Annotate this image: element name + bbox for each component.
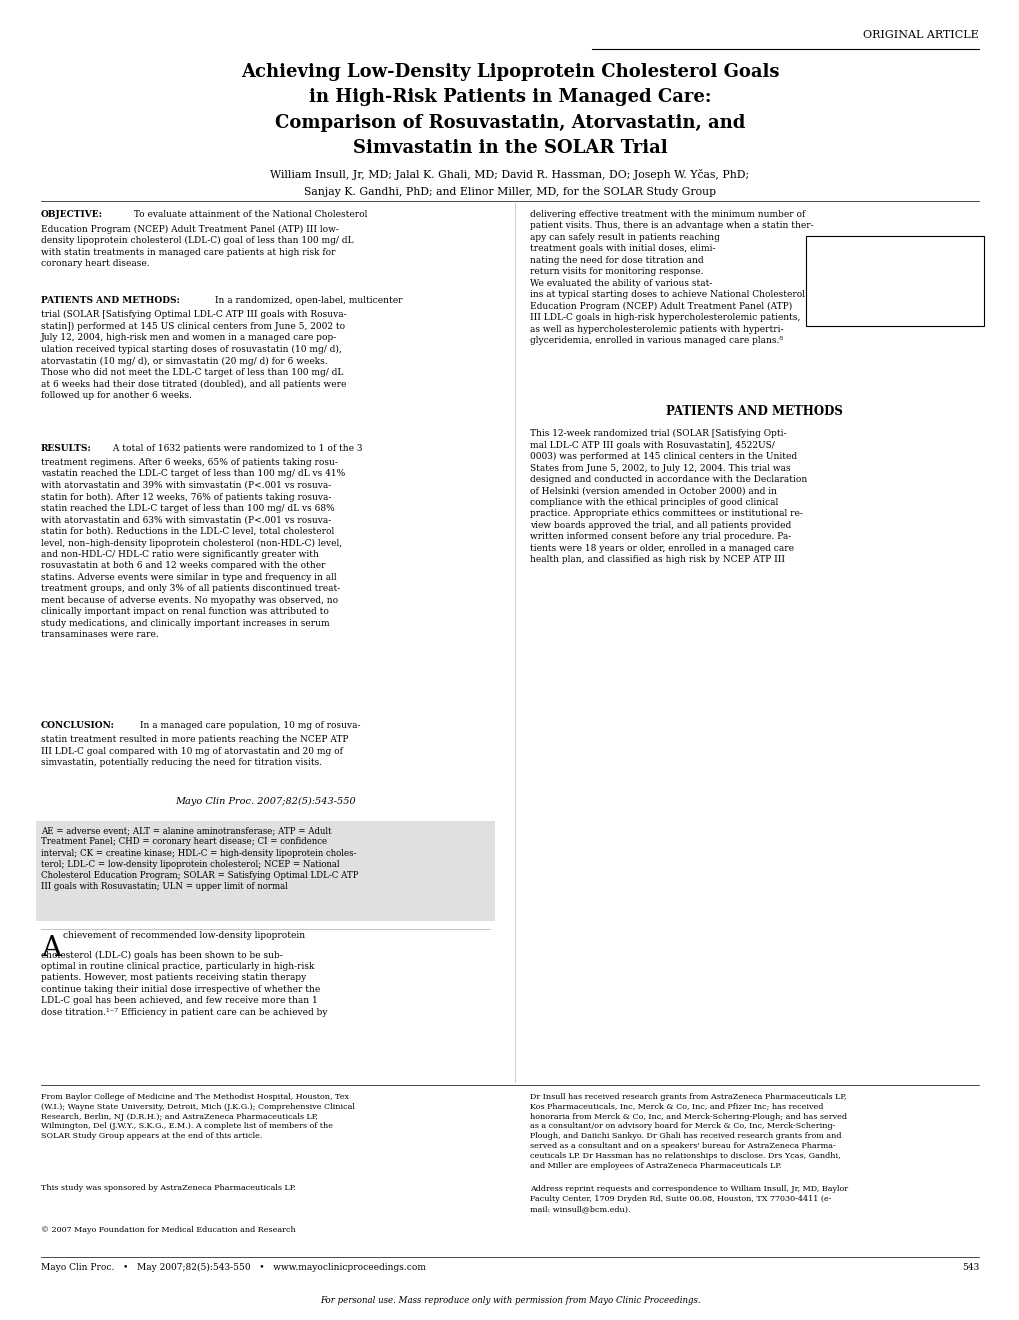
Text: From Baylor College of Medicine and The Methodist Hospital, Houston, Tex
(W.I.);: From Baylor College of Medicine and The … <box>41 1093 355 1140</box>
Text: AE = adverse event; ALT = alanine aminotransferase; ATP = Adult
Treatment Panel;: AE = adverse event; ALT = alanine aminot… <box>41 826 358 891</box>
Text: Dr Insull has received research grants from AstraZeneca Pharmaceuticals LP,
Kos : Dr Insull has received research grants f… <box>530 1093 847 1170</box>
Text: treatment regimens. After 6 weeks, 65% of patients taking rosu-
vastatin reached: treatment regimens. After 6 weeks, 65% o… <box>41 458 344 639</box>
Text: in High-Risk Patients in Managed Care:: in High-Risk Patients in Managed Care: <box>309 88 710 107</box>
Text: William Insull, Jr, MD; Jalal K. Ghali, MD; David R. Hassman, DO; Joseph W. Yčas: William Insull, Jr, MD; Jalal K. Ghali, … <box>270 169 749 180</box>
Text: © 2007 Mayo Foundation for Medical Education and Research: © 2007 Mayo Foundation for Medical Educa… <box>41 1226 296 1234</box>
Text: Mayo Clin Proc.   •   May 2007;82(5):543-550   •   www.mayoclinicproceedings.com: Mayo Clin Proc. • May 2007;82(5):543-550… <box>41 1263 425 1272</box>
Text: chievement of recommended low-density lipoprotein: chievement of recommended low-density li… <box>63 931 305 940</box>
Text: 543: 543 <box>961 1263 978 1272</box>
Text: Achieving Low-Density Lipoprotein Cholesterol Goals: Achieving Low-Density Lipoprotein Choles… <box>240 63 779 82</box>
Text: OBJECTIVE:: OBJECTIVE: <box>41 210 103 219</box>
Text: In a randomized, open-label, multicenter: In a randomized, open-label, multicenter <box>212 296 403 305</box>
Text: In a managed care population, 10 mg of rosuva-: In a managed care population, 10 mg of r… <box>137 721 360 730</box>
Text: A: A <box>41 935 61 961</box>
Text: Simvastatin in the SOLAR Trial: Simvastatin in the SOLAR Trial <box>353 139 666 157</box>
Text: PATIENTS AND METHODS: PATIENTS AND METHODS <box>665 405 843 418</box>
Text: This study was sponsored by AstraZeneca Pharmaceuticals LP.: This study was sponsored by AstraZeneca … <box>41 1184 296 1192</box>
Text: statin treatment resulted in more patients reaching the NCEP ATP
III LDL-C goal : statin treatment resulted in more patien… <box>41 735 347 767</box>
FancyBboxPatch shape <box>805 236 983 326</box>
Text: trial (SOLAR [Satisfying Optimal LDL-C ATP III goals with Rosuva-
statin]) perfo: trial (SOLAR [Satisfying Optimal LDL-C A… <box>41 310 346 400</box>
Text: Education Program (NCEP) Adult Treatment Panel (ATP) III low-
density lipoprotei: Education Program (NCEP) Adult Treatment… <box>41 224 353 268</box>
Text: This 12-week randomized trial (SOLAR [Satisfying Opti-
mal LDL-C ATP III goals w: This 12-week randomized trial (SOLAR [Sa… <box>530 429 807 564</box>
FancyBboxPatch shape <box>36 821 494 921</box>
Text: Sanjay K. Gandhi, PhD; and Elinor Miller, MD, for the SOLAR Study Group: Sanjay K. Gandhi, PhD; and Elinor Miller… <box>304 187 715 198</box>
Text: For personal use. Mass reproduce only with permission from Mayo Clinic Proceedin: For personal use. Mass reproduce only wi… <box>319 1296 700 1305</box>
Text: For editorial
comment,
see page 539: For editorial comment, see page 539 <box>861 251 927 285</box>
Text: To evaluate attainment of the National Cholesterol: To evaluate attainment of the National C… <box>130 210 367 219</box>
Text: ORIGINAL ARTICLE: ORIGINAL ARTICLE <box>863 30 978 41</box>
Text: Mayo Clin Proc. 2007;82(5):543-550: Mayo Clin Proc. 2007;82(5):543-550 <box>174 797 356 807</box>
Text: A total of 1632 patients were randomized to 1 of the 3: A total of 1632 patients were randomized… <box>110 444 363 453</box>
Text: CONCLUSION:: CONCLUSION: <box>41 721 115 730</box>
Text: Address reprint requests and correspondence to William Insull, Jr, MD, Baylor
Fa: Address reprint requests and corresponde… <box>530 1185 848 1213</box>
Text: delivering effective treatment with the minimum number of
patient visits. Thus, : delivering effective treatment with the … <box>530 210 813 345</box>
Text: PATIENTS AND METHODS:: PATIENTS AND METHODS: <box>41 296 179 305</box>
Text: cholesterol (LDL-C) goals has been shown to be sub-
optimal in routine clinical : cholesterol (LDL-C) goals has been shown… <box>41 950 327 1016</box>
Text: RESULTS:: RESULTS: <box>41 444 92 453</box>
Text: Comparison of Rosuvastatin, Atorvastatin, and: Comparison of Rosuvastatin, Atorvastatin… <box>274 114 745 132</box>
